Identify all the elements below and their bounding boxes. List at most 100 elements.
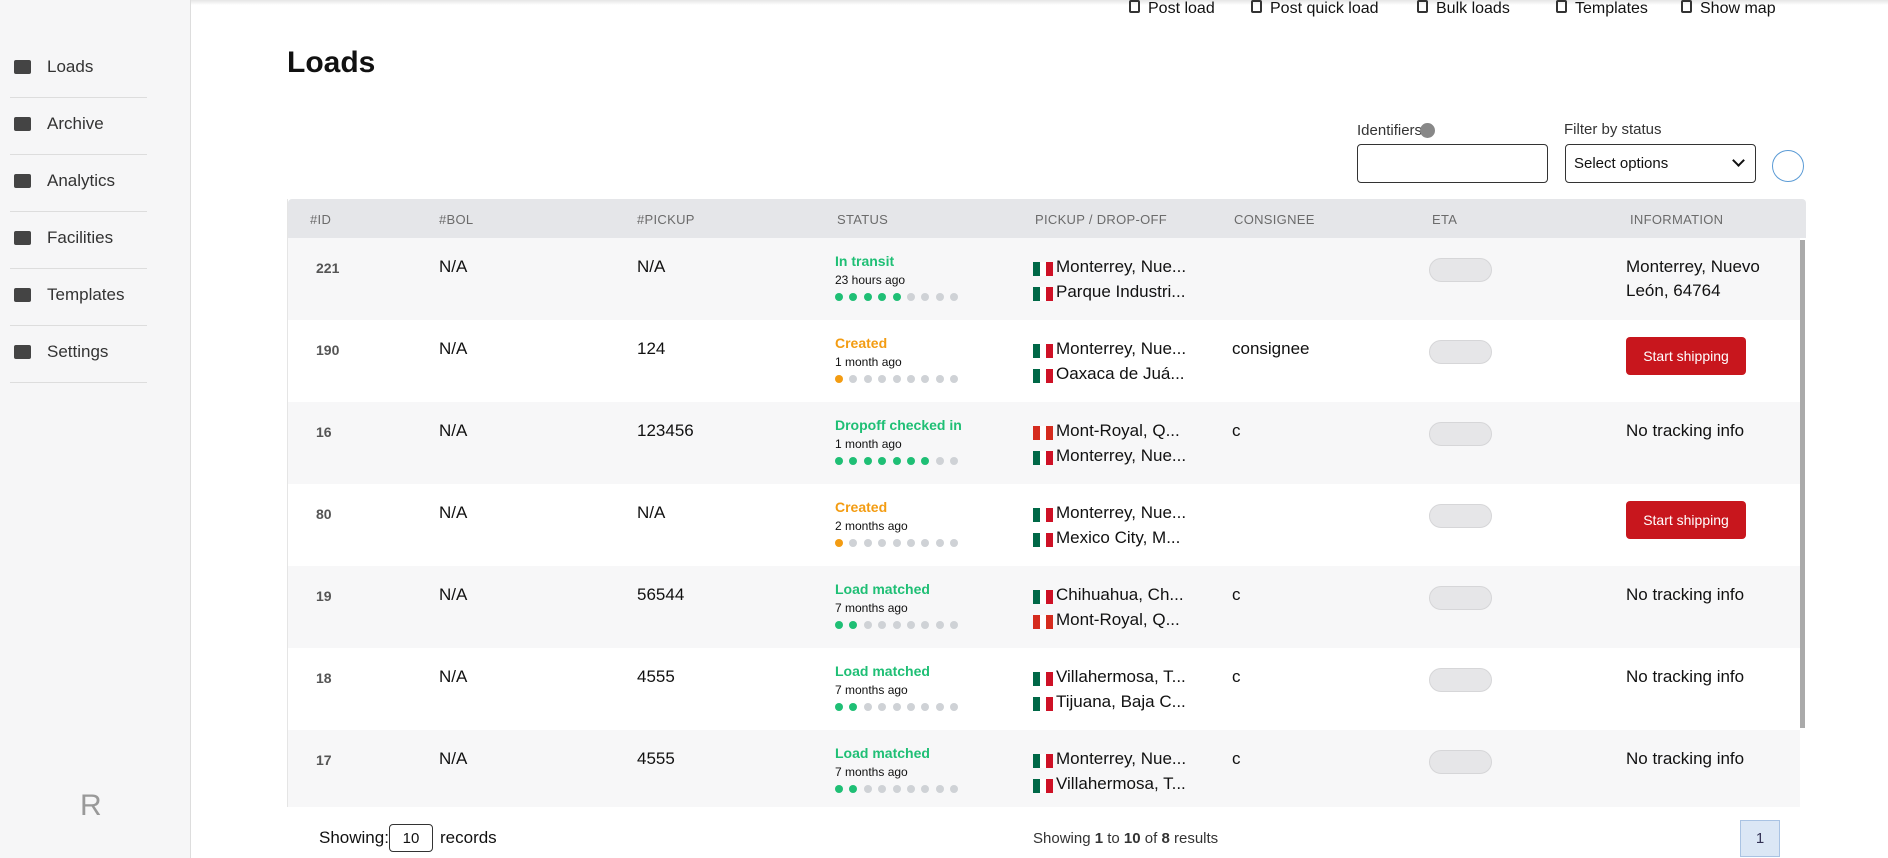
status-time: 1 month ago (835, 437, 902, 451)
consignee: c (1232, 749, 1241, 768)
progress-dot (849, 375, 858, 383)
eta-indicator (1429, 504, 1492, 528)
flag-stripe (1046, 508, 1054, 522)
status-time: 2 months ago (835, 519, 908, 533)
header-button[interactable]: Templates (1556, 0, 1674, 18)
summary-part: Showing (1033, 830, 1091, 847)
pickup-number: N/A (637, 503, 666, 522)
column-header: PICKUP / DROP-OFF (1035, 212, 1167, 227)
flag-stripe (1033, 451, 1040, 465)
stop-place: Villahermosa, T... (1056, 667, 1186, 686)
pagination-page[interactable]: 1 (1740, 820, 1780, 857)
table: #ID #BOL #PICKUP STATUS PICKUP / DROP-OFF CON… (287, 199, 1806, 807)
header-button[interactable]: Post quick load (1251, 0, 1402, 18)
flag-stripe (1046, 287, 1054, 301)
load-id: 19 (316, 588, 332, 604)
progress-dot (863, 293, 872, 301)
status-select[interactable]: Select options (1565, 144, 1756, 183)
nav-icon (14, 288, 31, 302)
progress-dot (892, 703, 901, 711)
progress-dot (907, 457, 915, 465)
header-button[interactable]: Show map (1681, 0, 1805, 18)
summary-part: 1 (1094, 830, 1104, 847)
eta-indicator (1429, 750, 1492, 774)
start-shipping-button[interactable]: Start shipping (1626, 337, 1746, 375)
flag-stripe (1039, 369, 1047, 383)
progress-dot (849, 293, 858, 301)
progress-dot (907, 785, 915, 793)
pickup-number: 4555 (637, 667, 675, 686)
progress-dot (907, 539, 915, 547)
progress-dot (863, 375, 872, 383)
flag-stripe (1039, 615, 1047, 629)
summary-part: results (1173, 830, 1219, 847)
progress-dot (863, 621, 872, 629)
progress-dot (935, 621, 944, 629)
progress-dot (878, 293, 887, 301)
progress-dot (878, 457, 887, 465)
button-icon (1129, 0, 1140, 13)
flag-stripe (1046, 344, 1054, 358)
flag-stripe (1046, 754, 1054, 768)
stop-place: Monterrey, Nue... (1056, 749, 1187, 768)
flag-stripe (1033, 344, 1040, 358)
nav-item[interactable]: Loads (47, 57, 94, 76)
header-button[interactable]: Bulk loads (1417, 0, 1541, 18)
stop-place: Monterrey, Nue... (1056, 446, 1187, 465)
stop-place: Monterrey, Nue... (1056, 339, 1187, 358)
pickup-number: 123456 (637, 421, 694, 440)
load-id: 80 (316, 506, 332, 522)
progress-dot (835, 621, 843, 629)
flag-stripe (1046, 451, 1054, 465)
stop-place: Chihuahua, Ch... (1056, 585, 1184, 604)
flag (1033, 590, 1054, 604)
progress-dot (863, 539, 872, 547)
flag (1033, 615, 1054, 629)
flag (1033, 426, 1054, 440)
table-row: 190 N/A 124 Created 1 month ago Monterrey, Nu… (288, 320, 1800, 403)
start-shipping-button[interactable]: Start shipping (1626, 501, 1746, 539)
stop-place: Oaxaca de Juá... (1056, 364, 1185, 383)
status: Load matched (835, 745, 930, 761)
progress-dot (835, 457, 843, 465)
load-id: 17 (316, 752, 332, 768)
nav-item[interactable]: Facilities (47, 228, 114, 247)
nav-separator (10, 268, 147, 269)
column-header: INFORMATION (1630, 212, 1724, 227)
table-header (288, 199, 1806, 238)
nav-item[interactable]: Archive (47, 114, 104, 133)
nav-item[interactable]: Settings (47, 342, 109, 361)
flag-stripe (1039, 533, 1047, 547)
progress-dot (935, 293, 944, 301)
progress-dot (849, 457, 858, 465)
search-button[interactable] (1772, 150, 1804, 182)
flag-stripe (1033, 426, 1040, 440)
flag-stripe (1046, 369, 1054, 383)
progress-dot (950, 375, 959, 383)
status-time: 23 hours ago (835, 273, 906, 287)
flag-stripe (1039, 426, 1047, 440)
progress-dot (950, 293, 959, 301)
progress-dot (892, 293, 901, 301)
progress-dot (863, 703, 872, 711)
flag-stripe (1046, 533, 1054, 547)
progress-dot (835, 293, 843, 301)
nav-separator (10, 382, 147, 383)
logo: R (80, 789, 102, 822)
progress-dot (863, 457, 872, 465)
identifiers-input[interactable] (1357, 144, 1548, 183)
flag (1033, 754, 1054, 768)
progress-dot (935, 375, 944, 383)
summary-part: of (1144, 830, 1158, 847)
progress-dot (849, 621, 858, 629)
flag-stripe (1039, 697, 1047, 711)
filter-label: Identifiers (1357, 122, 1423, 139)
nav-item[interactable]: Templates (47, 285, 125, 304)
nav-item[interactable]: Analytics (47, 171, 116, 190)
flag-stripe (1046, 615, 1054, 629)
column-header: STATUS (837, 212, 889, 227)
bol: N/A (439, 421, 468, 440)
page-size-select[interactable]: 10 (389, 824, 433, 852)
page-title: Loads (287, 46, 376, 79)
header-button[interactable]: Post load (1129, 0, 1245, 18)
